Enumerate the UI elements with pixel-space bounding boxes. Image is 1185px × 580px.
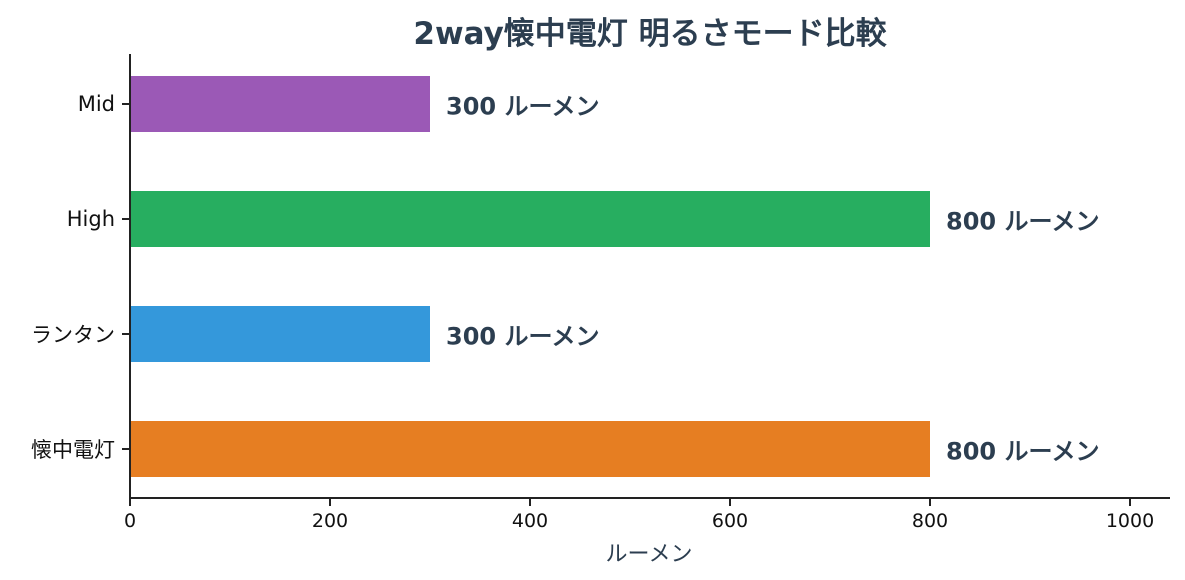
x-tick: [529, 499, 531, 506]
x-tick: [329, 499, 331, 506]
y-label-mid: Mid: [77, 92, 115, 116]
x-tick: [129, 499, 131, 506]
bar-high: [131, 191, 930, 247]
x-axis-title: ルーメン: [605, 542, 693, 567]
y-tick: [122, 218, 129, 220]
bar-lantern: [131, 306, 430, 362]
y-label-high: High: [66, 207, 115, 231]
value-label-lantern: 300 ルーメン: [446, 322, 600, 351]
y-axis-spine: [129, 54, 131, 506]
x-tick-label: 200: [311, 510, 349, 532]
x-tick-label: 800: [911, 510, 949, 532]
y-label-flashlight: 懐中電灯: [31, 438, 115, 462]
x-tick-label: 1000: [1105, 510, 1155, 532]
x-tick-label: 400: [511, 510, 549, 532]
y-label-lantern: ランタン: [31, 323, 115, 347]
x-tick: [1129, 499, 1131, 506]
x-tick-label: 600: [711, 510, 749, 532]
chart-title: 2way懐中電灯 明るさモード比較: [413, 16, 887, 52]
bar-flashlight: [131, 421, 930, 477]
y-tick: [122, 103, 129, 105]
y-tick: [122, 333, 129, 335]
bar-mid: [131, 76, 430, 132]
x-tick: [729, 499, 731, 506]
x-tick: [929, 499, 931, 506]
x-tick-label: 0: [123, 510, 137, 532]
value-label-high: 800 ルーメン: [946, 207, 1100, 236]
value-label-flashlight: 800 ルーメン: [946, 437, 1100, 466]
x-axis-spine: [129, 497, 1170, 499]
value-label-mid: 300 ルーメン: [446, 92, 600, 121]
y-tick: [122, 448, 129, 450]
